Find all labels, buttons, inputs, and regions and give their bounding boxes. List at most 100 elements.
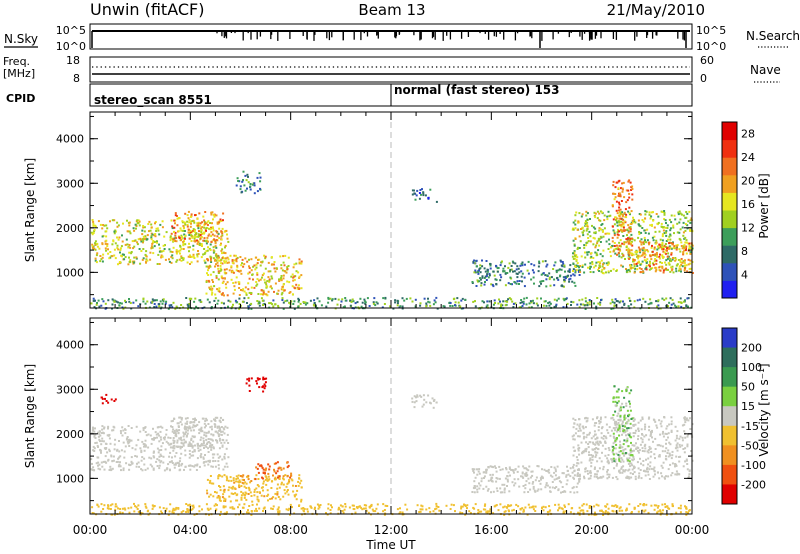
echo-cell [477, 272, 480, 275]
echo-cell [653, 226, 656, 229]
echo-cell [142, 257, 145, 260]
echo-cell [208, 301, 211, 304]
echo-cell [680, 241, 683, 244]
echo-cell [118, 456, 121, 459]
echo-cell [561, 507, 564, 510]
echo-cell [689, 228, 692, 231]
echo-cell [344, 505, 347, 508]
echo-cell [608, 215, 611, 218]
echo-cell [656, 444, 659, 447]
echo-cell [219, 267, 222, 270]
echo-cell [637, 430, 640, 432]
echo-cell [580, 215, 583, 218]
echo-cell [253, 491, 256, 493]
echo-cell [599, 253, 602, 256]
echo-cell [560, 481, 563, 484]
echo-cell [661, 503, 664, 506]
echo-cell [653, 260, 656, 263]
echo-cell [199, 455, 202, 457]
echo-cell [129, 232, 132, 235]
velocity-echo-region [411, 394, 438, 409]
echo-cell [663, 244, 666, 247]
echo-cell [214, 465, 217, 468]
echo-cell [599, 210, 602, 213]
echo-cell [265, 283, 268, 286]
echo-cell [688, 469, 691, 472]
velocity-echo-region [91, 502, 691, 516]
echo-cell [237, 506, 239, 509]
echo-cell [411, 300, 414, 303]
echo-cell [219, 429, 222, 432]
echo-cell [217, 475, 220, 478]
echo-cell [578, 513, 581, 516]
echo-cell [92, 247, 95, 250]
echo-cell [581, 504, 584, 507]
echo-cell [685, 239, 688, 242]
echo-cell [667, 238, 669, 241]
echo-cell [257, 478, 260, 480]
echo-cell [129, 246, 132, 249]
echo-cell [678, 269, 680, 272]
echo-cell [144, 253, 147, 256]
echo-cell [128, 251, 131, 254]
echo-cell [632, 473, 634, 475]
echo-cell [588, 303, 591, 306]
echo-cell [134, 223, 137, 226]
echo-cell [635, 447, 638, 450]
echo-cell [532, 276, 535, 279]
echo-cell [613, 505, 616, 508]
echo-cell [161, 302, 164, 305]
echo-cell [645, 434, 648, 437]
echo-cell [180, 439, 183, 442]
echo-cell [623, 302, 626, 305]
echo-cell [597, 429, 600, 432]
echo-cell [113, 230, 116, 233]
echo-cell [170, 232, 173, 235]
echo-cell [553, 278, 556, 281]
echo-cell [542, 509, 545, 512]
echo-cell [676, 244, 679, 247]
echo-cell [655, 504, 658, 507]
echo-cell [493, 299, 496, 302]
echo-cell [151, 507, 154, 510]
echo-cell [239, 256, 242, 258]
echo-cell [212, 249, 215, 252]
echo-cell [155, 227, 158, 230]
echo-cell [135, 257, 138, 260]
echo-cell [106, 507, 109, 510]
echo-cell [329, 297, 332, 300]
echo-cell [110, 469, 112, 472]
echo-cell [142, 429, 145, 432]
echo-cell [633, 239, 636, 242]
echo-cell [217, 232, 220, 235]
echo-cell [251, 273, 254, 276]
echo-cell [630, 210, 633, 213]
echo-cell [176, 224, 179, 227]
echo-cell [124, 508, 127, 511]
echo-cell [591, 418, 594, 421]
colorbar-segment [722, 245, 737, 264]
echo-cell [120, 432, 122, 435]
echo-cell [419, 189, 422, 191]
echo-cell [220, 258, 223, 261]
echo-cell [303, 508, 306, 510]
echo-cell [630, 221, 633, 224]
echo-cell [227, 299, 230, 302]
echo-cell [297, 484, 300, 487]
echo-cell [293, 286, 296, 289]
velocity-echo-region [254, 461, 293, 481]
echo-cell [638, 233, 641, 235]
echo-cell [182, 241, 185, 243]
echo-cell [524, 263, 526, 266]
y-tick-label: 1000 [56, 266, 84, 279]
echo-cell [629, 270, 631, 273]
echo-cell [200, 229, 203, 232]
echo-cell [553, 471, 556, 474]
echo-cell [525, 471, 528, 474]
cpid-label: CPID [6, 92, 35, 105]
echo-cell [283, 270, 286, 272]
echo-cell [151, 298, 154, 301]
echo-cell [489, 479, 492, 482]
echo-cell [435, 401, 438, 404]
echo-cell [619, 249, 622, 252]
